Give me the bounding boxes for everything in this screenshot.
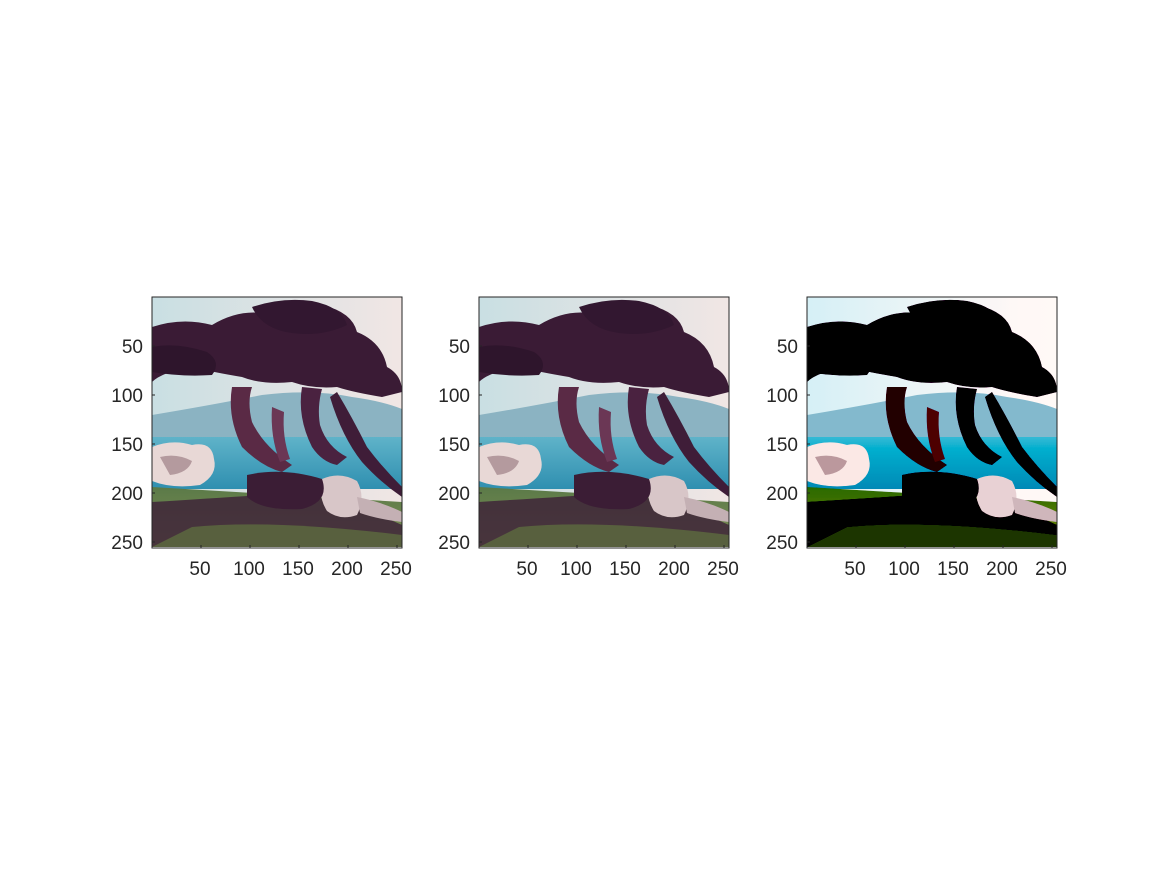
y-ticks	[807, 345, 810, 543]
y-tick-label: 200	[438, 484, 470, 505]
image-cypress-tree-high-contrast	[807, 297, 1057, 547]
x-tick-label: 250	[380, 559, 412, 580]
image-cypress-tree-original	[152, 297, 402, 547]
y-tick-label: 150	[438, 435, 470, 456]
y-tick-label: 250	[111, 533, 143, 554]
x-ticks	[527, 545, 725, 548]
x-tick-label: 100	[560, 559, 592, 580]
axes-frame	[478, 296, 730, 549]
y-tick-label: 100	[111, 386, 143, 407]
x-tick-label: 250	[707, 559, 739, 580]
y-tick-label: 200	[766, 484, 798, 505]
x-tick-label: 150	[609, 559, 641, 580]
y-tick-label: 50	[777, 337, 798, 358]
y-tick-label: 200	[111, 484, 143, 505]
y-tick-label: 250	[438, 533, 470, 554]
x-tick-label: 50	[844, 559, 865, 580]
panel-2: 50 100 150 200 250 50 100 150 200 250	[438, 296, 739, 580]
y-tick-label: 150	[111, 435, 143, 456]
axes-frame	[151, 296, 403, 549]
y-tick-label: 100	[766, 386, 798, 407]
x-tick-label: 150	[282, 559, 314, 580]
x-tick-label: 200	[331, 559, 363, 580]
x-tick-label: 50	[189, 559, 210, 580]
x-tick-label: 100	[888, 559, 920, 580]
image-cypress-tree-reconstructed	[479, 297, 729, 547]
axes-frame	[806, 296, 1058, 549]
y-tick-label: 100	[438, 386, 470, 407]
x-tick-label: 200	[658, 559, 690, 580]
y-tick-label: 50	[122, 337, 143, 358]
y-tick-label: 150	[766, 435, 798, 456]
y-tick-label: 250	[766, 533, 798, 554]
x-tick-label: 50	[516, 559, 537, 580]
y-ticks	[152, 345, 155, 543]
x-tick-label: 250	[1035, 559, 1067, 580]
x-tick-label: 150	[937, 559, 969, 580]
x-ticks	[855, 545, 1053, 548]
x-tick-label: 200	[986, 559, 1018, 580]
y-ticks	[479, 345, 482, 543]
y-tick-label: 50	[449, 337, 470, 358]
panel-1: 50 100 150 200 250 50 100 150 200 250	[111, 296, 412, 580]
panel-3: 50 100 150 200 250 50 100 150 200 250	[766, 296, 1067, 580]
x-ticks	[200, 545, 398, 548]
x-tick-label: 100	[233, 559, 265, 580]
